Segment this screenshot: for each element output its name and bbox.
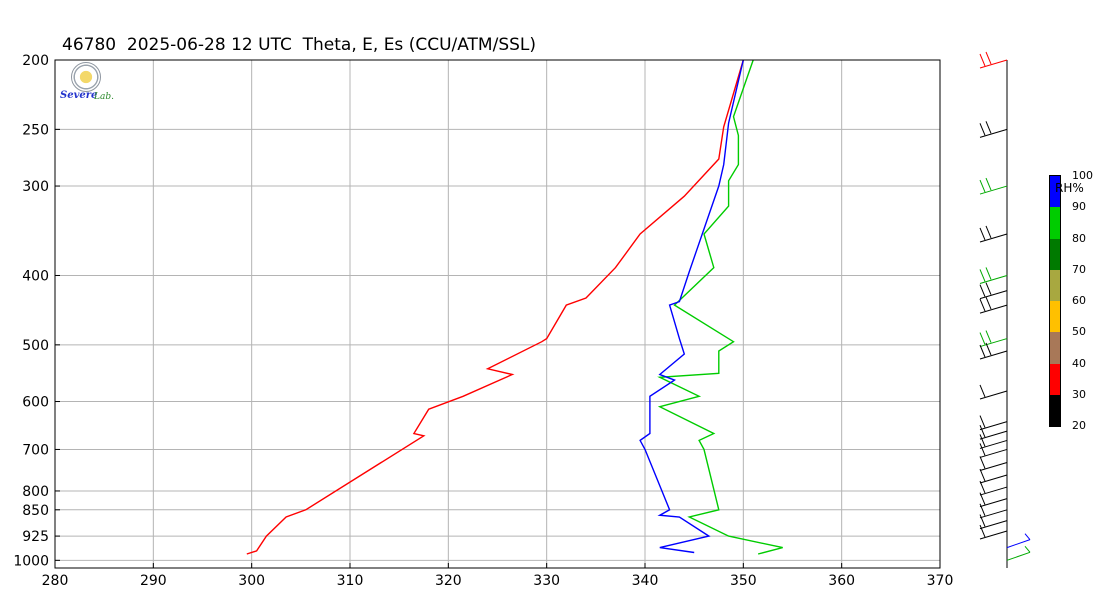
rh-colorbar-segment	[1050, 301, 1060, 333]
y-tick-label: 250	[22, 122, 49, 138]
rh-colorbar-tick: 100	[1072, 169, 1093, 182]
y-tick-label: 925	[22, 529, 49, 545]
y-axis: 200 250 300 400 500 600 700 800 850 925 1000	[13, 53, 60, 569]
y-tick-label: 700	[22, 442, 49, 458]
rh-colorbar-segment	[1050, 238, 1060, 270]
wind-barb	[979, 121, 1008, 138]
gridlines	[55, 60, 940, 568]
x-tick-label: 310	[337, 573, 364, 589]
wind-barb	[979, 415, 1008, 431]
y-tick-label: 1000	[13, 553, 49, 569]
wind-barb	[979, 480, 1008, 496]
rh-colorbar-label: RH%	[1055, 181, 1084, 195]
wind-barb	[979, 503, 1008, 519]
x-tick-label: 290	[140, 573, 167, 589]
y-tick-label: 800	[22, 484, 49, 500]
wind-barb	[979, 342, 1008, 360]
wind-barb	[979, 384, 1008, 400]
wind-barb	[979, 282, 1008, 300]
y-tick-label: 500	[22, 338, 49, 354]
logo-text-severe: Severe	[60, 90, 98, 101]
wind-barb	[979, 177, 1008, 195]
y-tick-label: 850	[22, 503, 49, 519]
series-line-3	[639, 59, 744, 554]
rh-colorbar-tick: 70	[1072, 262, 1086, 276]
logo-text-lab: Lab.	[94, 92, 114, 102]
rh-colorbar-tick: 80	[1072, 231, 1086, 245]
rh-colorbar-segment	[1050, 269, 1060, 301]
wind-barb	[979, 468, 1008, 484]
wind-barb	[979, 434, 1008, 449]
series-line-2	[657, 59, 783, 555]
y-tick-label: 400	[22, 268, 49, 284]
wind-barb	[1006, 546, 1031, 561]
y-tick-label: 200	[22, 53, 49, 69]
rh-colorbar-tick: 20	[1072, 419, 1086, 432]
x-tick-label: 360	[828, 573, 855, 589]
plot-frame	[54, 59, 941, 569]
wind-barb	[979, 225, 1008, 243]
rh-colorbar-segment	[1050, 363, 1060, 395]
rh-colorbar-tick: 30	[1072, 387, 1086, 401]
wind-barb	[979, 514, 1008, 530]
rh-colorbar	[1049, 175, 1061, 427]
rh-colorbar-tick: 50	[1072, 325, 1086, 339]
wind-barb	[979, 296, 1008, 314]
x-tick-label: 350	[730, 573, 757, 589]
y-tick-label: 600	[22, 395, 49, 411]
wind-barb	[979, 267, 1008, 284]
x-tick-label: 330	[533, 573, 560, 589]
wind-barb	[979, 443, 1008, 458]
series-layer	[246, 59, 783, 555]
wind-barbs	[979, 51, 1031, 561]
wind-barb	[979, 51, 1008, 69]
university-seal-icon	[71, 62, 101, 92]
chart-title: 46780 2025-06-28 12 UTC Theta, E, Es (CC…	[62, 35, 537, 55]
x-tick-label: 340	[632, 573, 659, 589]
rh-colorbar-segment	[1050, 332, 1060, 364]
wind-barb	[979, 330, 1008, 348]
series-line-1	[246, 59, 744, 555]
rh-colorbar-tick: 90	[1072, 200, 1086, 214]
x-tick-label: 300	[238, 573, 265, 589]
wind-barb	[979, 456, 1008, 471]
x-axis: 280 290 300 310 320 330 340 350 360 370	[42, 563, 954, 589]
wind-barb	[979, 424, 1008, 440]
plot-area	[55, 60, 940, 568]
x-tick-label: 370	[927, 573, 954, 589]
lab-logo: Severe Lab.	[60, 62, 118, 106]
x-tick-label: 320	[435, 573, 462, 589]
wind-barb	[979, 524, 1008, 540]
rh-colorbar-segment	[1050, 176, 1060, 208]
rh-colorbar-segment	[1050, 207, 1060, 239]
rh-colorbar-segment	[1050, 394, 1060, 426]
rh-colorbar-tick: 60	[1072, 294, 1086, 307]
wind-barb	[1006, 533, 1031, 549]
y-tick-label: 300	[22, 179, 49, 195]
wind-barb	[979, 492, 1008, 508]
x-tick-label: 280	[42, 573, 69, 589]
rh-colorbar-tick: 40	[1072, 356, 1086, 370]
